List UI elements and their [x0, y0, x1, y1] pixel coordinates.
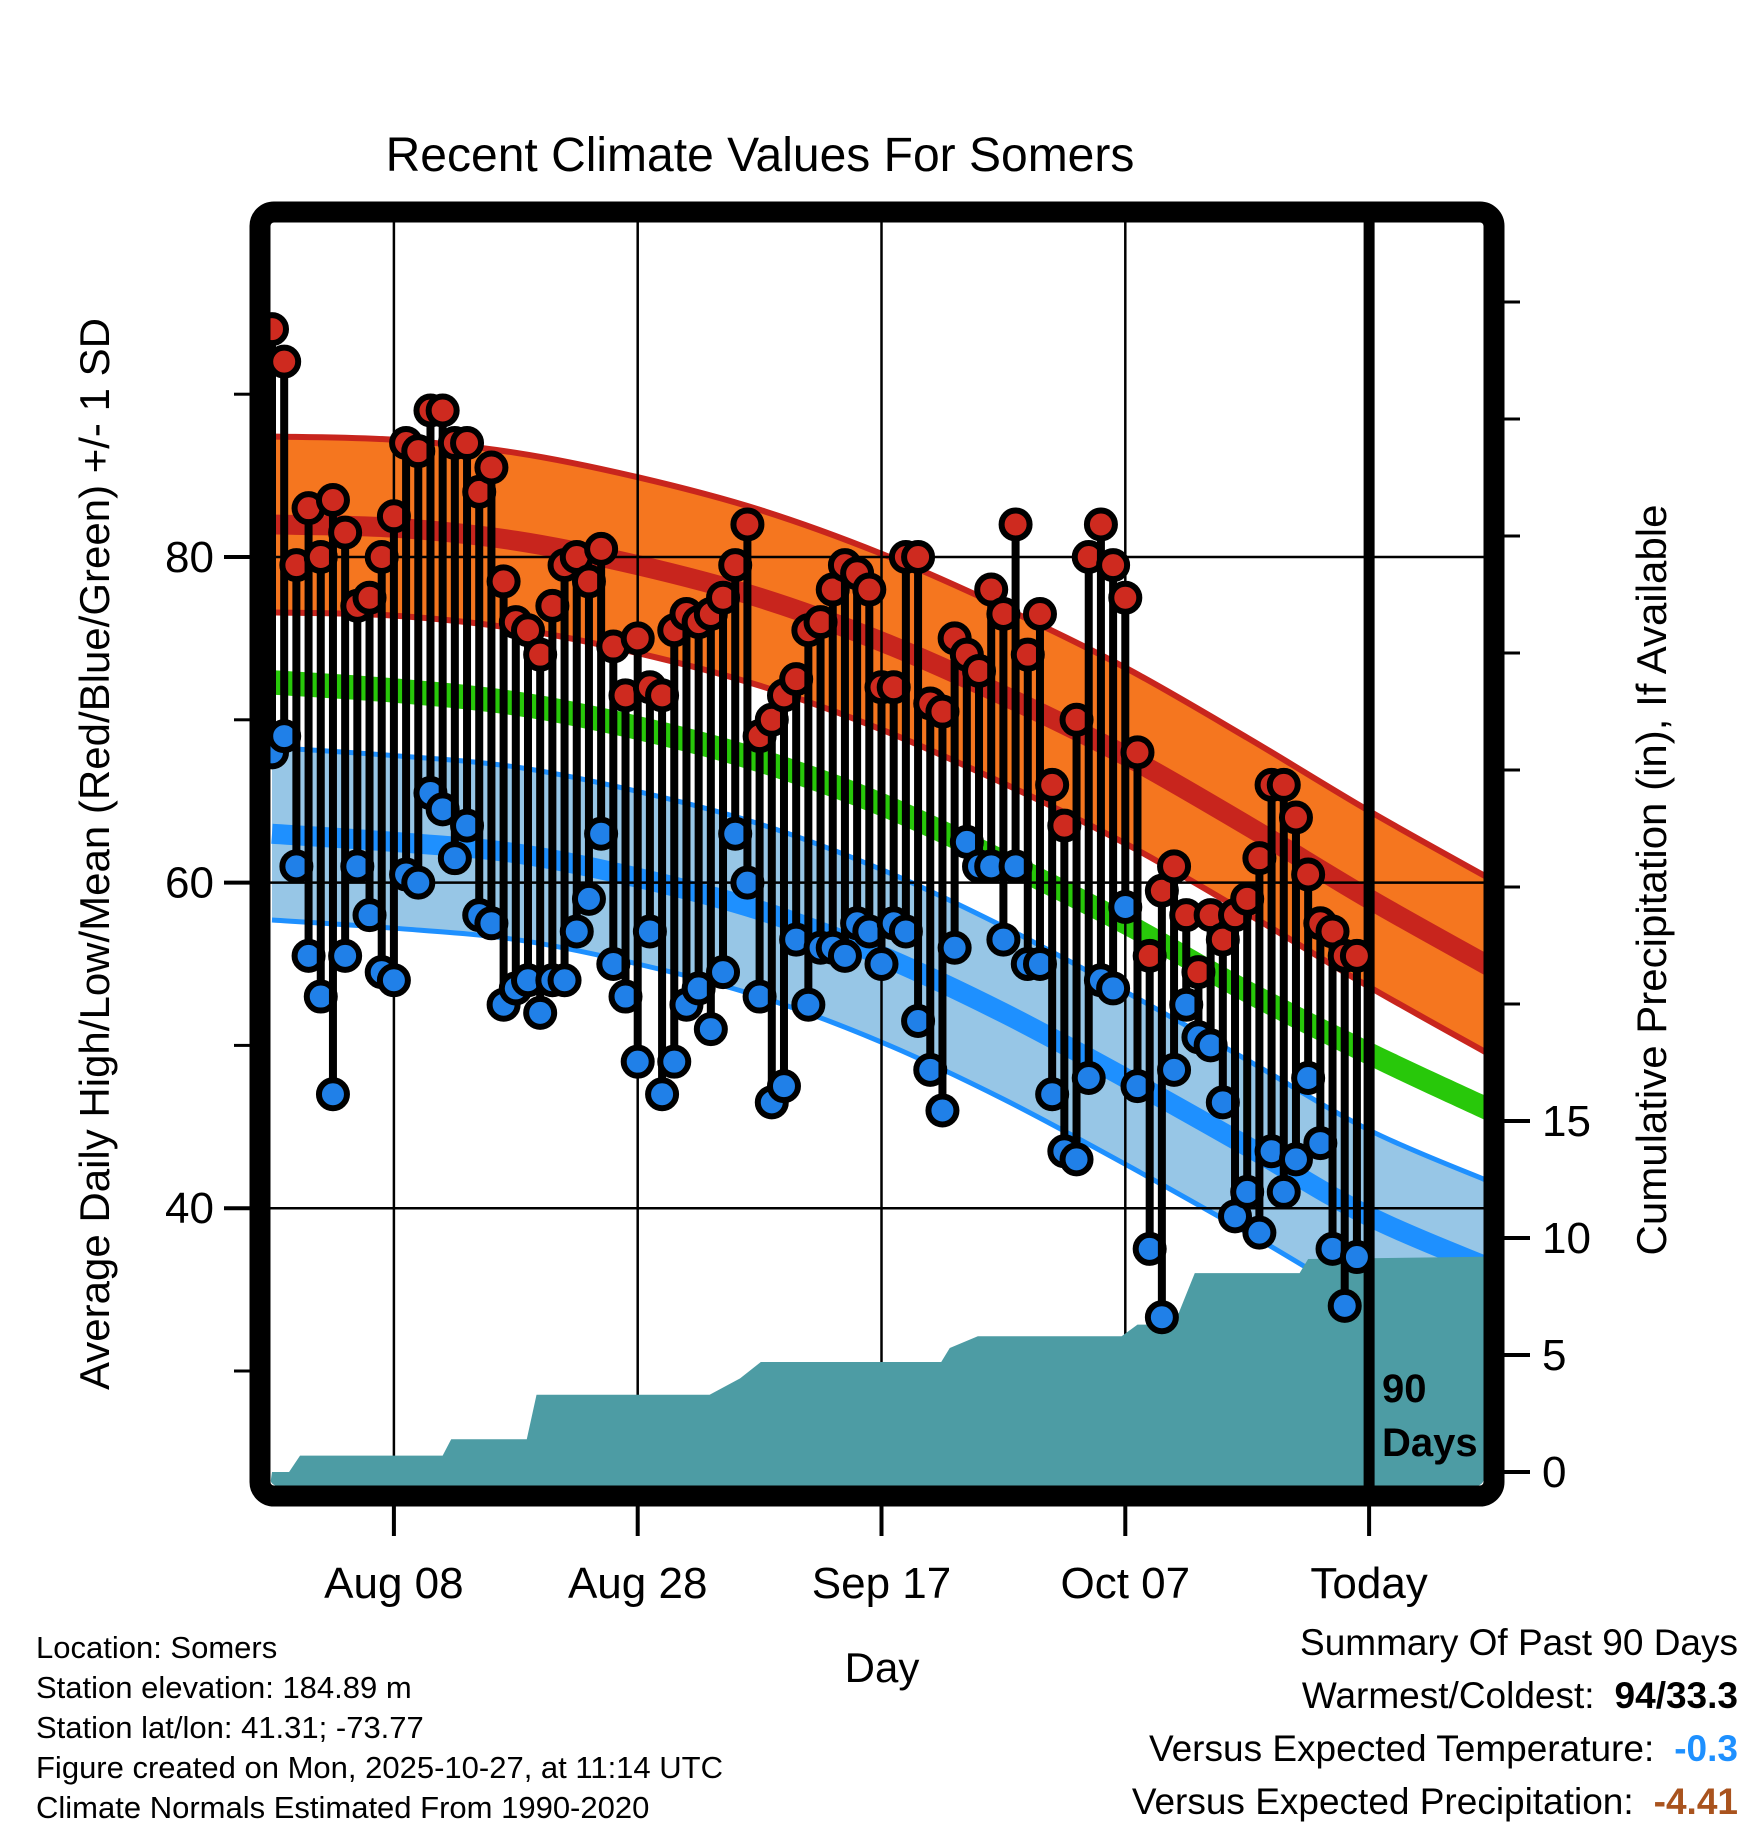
x-tick-label: Sep 17: [812, 1559, 951, 1608]
daily-low-dot: [376, 963, 411, 998]
left-tick-label: 80: [165, 533, 214, 582]
daily-low-dot: [1327, 1288, 1362, 1323]
daily-low-dot: [657, 1044, 692, 1079]
footer-created: Figure created on Mon, 2025-10-27, at 11…: [36, 1750, 723, 1785]
x-tick-label: Today: [1310, 1559, 1427, 1608]
daily-high-dot: [267, 344, 302, 379]
daily-high-dot: [1278, 800, 1313, 835]
station-metadata: Location: Somers Station elevation: 184.…: [36, 1628, 723, 1828]
daily-high-dot: [425, 393, 460, 428]
daily-high-dot: [998, 507, 1033, 542]
footer-elevation: Station elevation: 184.89 m: [36, 1670, 412, 1705]
svg-text:Days: Days: [1382, 1421, 1478, 1465]
right-tick-label: 0: [1542, 1448, 1566, 1497]
plot-frame: [249, 201, 1505, 1507]
daily-high-dot: [1022, 596, 1057, 631]
daily-high-dot: [620, 621, 655, 656]
footer-location: Location: Somers: [36, 1630, 278, 1665]
daily-high-dot: [1291, 857, 1326, 892]
daily-low-dot: [1071, 1060, 1106, 1095]
daily-low-dot: [559, 914, 594, 949]
left-tick-label: 40: [165, 1184, 214, 1233]
footer-normals: Climate Normals Estimated From 1990-2020: [36, 1790, 650, 1825]
daily-high-dot: [1035, 767, 1070, 802]
right-tick-label: 10: [1542, 1214, 1591, 1263]
daily-low-dot: [693, 1012, 728, 1047]
daily-high-dot: [1096, 548, 1131, 583]
versus-temperature-value: -0.3: [1674, 1728, 1738, 1769]
daily-low-dot: [328, 938, 363, 973]
daily-high-dot: [1108, 580, 1143, 615]
daily-low-dot: [706, 955, 741, 990]
daily-low-dot: [1157, 1052, 1192, 1087]
daily-high-dot: [584, 531, 619, 566]
ninety-days-annotation: 90 Days: [1382, 1367, 1478, 1465]
daily-low-dot: [827, 938, 862, 973]
daily-low-dot: [401, 865, 436, 900]
versus-precipitation-value: -4.41: [1653, 1781, 1738, 1822]
daily-low-dot: [1242, 1215, 1277, 1250]
daily-low-dot: [437, 841, 472, 876]
daily-high-dot: [1339, 938, 1374, 973]
x-tick-label: Oct 07: [1060, 1559, 1190, 1608]
left-tick-label: 60: [165, 859, 214, 908]
axis-ticks: [224, 300, 1530, 1536]
daily-low-dot: [925, 1093, 960, 1128]
daily-low-dot: [1266, 1174, 1301, 1209]
daily-low-dot: [1144, 1300, 1179, 1335]
svg-text:90: 90: [1382, 1367, 1427, 1411]
x-axis-label: Day: [844, 1644, 920, 1691]
daily-high-dot: [328, 515, 363, 550]
daily-high-dot: [1083, 507, 1118, 542]
left-axis-label: Average Daily High/Low/Mean (Red/Blue/Gr…: [71, 318, 118, 1390]
daily-low-dot: [1278, 1142, 1313, 1177]
daily-high-low-stems: [255, 312, 1374, 1335]
summary-row-versus-precipitation: Versus Expected Precipitation: -4.41: [1131, 1781, 1738, 1822]
summary-row-warmest-coldest: Warmest/Coldest: 94/33.3: [1301, 1675, 1738, 1716]
right-tick-label: 5: [1542, 1331, 1566, 1380]
daily-low-dot: [645, 1077, 680, 1112]
daily-high-dot: [1157, 849, 1192, 884]
summary-row-versus-temperature: Versus Expected Temperature: -0.3: [1148, 1728, 1738, 1769]
daily-high-dot: [852, 572, 887, 607]
daily-high-dot: [1266, 767, 1301, 802]
x-tick-label: Aug 28: [568, 1559, 707, 1608]
daily-high-dot: [486, 564, 521, 599]
right-tick-label: 15: [1542, 1097, 1591, 1146]
daily-low-dot: [1339, 1240, 1374, 1275]
daily-low-dot: [864, 947, 899, 981]
daily-low-dot: [986, 922, 1021, 957]
daily-low-dot: [766, 1069, 801, 1104]
daily-high-dot: [901, 540, 936, 574]
daily-high-dot: [1120, 735, 1155, 770]
daily-low-dot: [937, 930, 972, 965]
cumulative-precipitation-area: [270, 1256, 1484, 1486]
daily-low-dot: [620, 1044, 655, 1079]
right-axis-label: Cumulative Precipitation (in), If Availa…: [1628, 504, 1675, 1256]
daily-low-dot: [1059, 1142, 1094, 1177]
footer-latlon: Station lat/lon: 41.31; -73.77: [36, 1710, 424, 1745]
daily-low-dot: [315, 1077, 350, 1112]
daily-low-dot: [791, 987, 826, 1022]
tick-labels: 80 60 40 15 10 5 0 Aug 08 Aug 28 Sep 17 Oct 07 Toda…: [165, 533, 1591, 1608]
daily-high-dot: [450, 426, 485, 461]
daily-low-dot: [1096, 971, 1131, 1006]
warmest-coldest-value: 94/33.3: [1614, 1675, 1738, 1716]
daily-low-dot: [523, 995, 558, 1030]
daily-high-dot: [315, 483, 350, 518]
daily-low-dot: [571, 881, 606, 916]
daily-high-dot: [474, 450, 509, 485]
summary-block: Summary Of Past 90 Days Warmest/Coldest:…: [1132, 1616, 1738, 1828]
daily-high-dot: [730, 507, 765, 542]
page-title: Recent Climate Values For Somers: [385, 129, 1135, 182]
x-tick-label: Aug 08: [324, 1559, 463, 1608]
summary-title: Summary Of Past 90 Days: [1300, 1622, 1738, 1663]
daily-low-dot: [547, 963, 582, 998]
